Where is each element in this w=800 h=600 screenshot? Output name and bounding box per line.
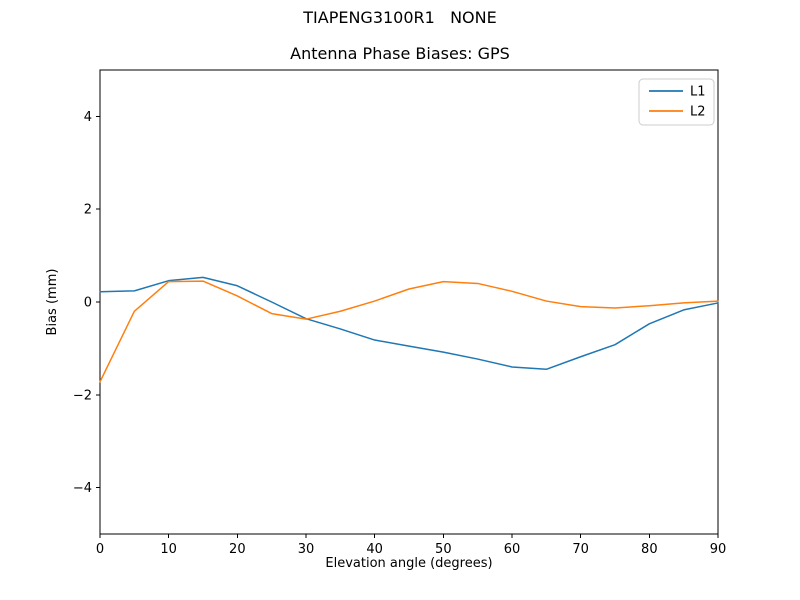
y-axis-label: Bias (mm) xyxy=(45,269,60,336)
legend-label-l2: L2 xyxy=(690,105,706,120)
axes-title: Antenna Phase Biases: GPS xyxy=(290,44,510,63)
x-axis-label: Elevation angle (degrees) xyxy=(325,556,492,571)
x-axis: 0 10 20 30 40 50 60 70 80 90 xyxy=(96,534,726,557)
series-line-l1 xyxy=(99,276,719,371)
figure-suptitle: TIAPENG3100R1 NONE xyxy=(303,8,497,27)
x-tick-label: 30 xyxy=(298,542,315,557)
axes: 0 10 20 30 40 50 60 70 80 90 −4 −2 0 2 4 Elevation angl… xyxy=(45,69,726,571)
x-tick-label: 40 xyxy=(366,542,383,557)
y-tick-label: 4 xyxy=(84,110,92,125)
x-tick-label: 90 xyxy=(710,542,727,557)
y-tick-label: −2 xyxy=(73,388,92,403)
x-tick-label: 10 xyxy=(160,542,177,557)
x-tick-label: 60 xyxy=(504,542,521,557)
y-axis: −4 −2 0 2 4 xyxy=(73,110,100,496)
x-tick-label: 70 xyxy=(572,542,589,557)
legend-label-l1: L1 xyxy=(690,85,706,100)
x-tick-label: 0 xyxy=(96,542,104,557)
axes-frame xyxy=(99,69,719,535)
x-tick-label: 80 xyxy=(641,542,658,557)
y-tick-label: 0 xyxy=(84,296,92,311)
x-tick-label: 20 xyxy=(229,542,246,557)
y-tick-label: −4 xyxy=(73,481,92,496)
x-tick-label: 50 xyxy=(435,542,452,557)
y-tick-label: 2 xyxy=(84,203,92,218)
series-line-l2 xyxy=(99,280,719,383)
